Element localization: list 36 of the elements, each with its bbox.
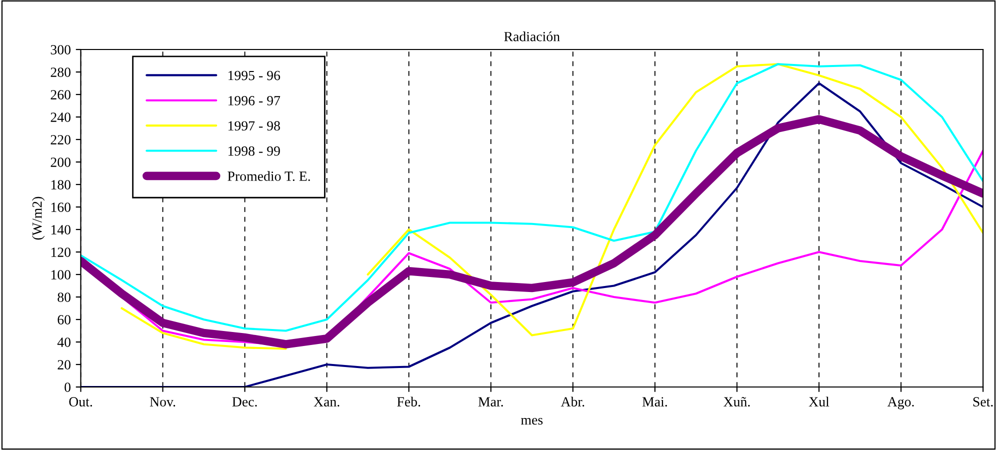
x-tick-label: Abr. [560, 396, 584, 407]
y-tick-label: 40 [57, 338, 71, 347]
y-tick-label: 280 [50, 68, 71, 77]
legend-label: 1997 - 98 [228, 121, 280, 131]
y-tick-label: 120 [51, 248, 71, 257]
legend-label: 1998 - 99 [228, 146, 280, 156]
x-axis-title: mes [521, 418, 543, 425]
y-tick-label: 140 [51, 225, 71, 234]
x-tick-label: Ago. [887, 397, 914, 410]
y-tick-label: 220 [50, 135, 71, 144]
x-tick-label: Feb. [397, 396, 420, 407]
y-tick-label: 200 [50, 158, 71, 167]
x-tick-label: Set. [973, 397, 993, 407]
y-tick-label: 20 [58, 360, 71, 370]
x-tick-label: Nov. [150, 397, 176, 407]
y-tick-label: 240 [50, 112, 71, 122]
y-tick-label: 300 [50, 45, 71, 54]
x-tick-label: Out. [69, 397, 92, 407]
y-tick-label: 180 [51, 180, 71, 190]
y-tick-label: 0 [64, 382, 71, 392]
y-tick-label: 60 [58, 315, 71, 324]
y-tick-label: 80 [58, 292, 71, 302]
chart-title: Radiación [504, 32, 560, 42]
x-tick-label: Xuñ. [724, 397, 750, 407]
x-tick-label: Xul [808, 396, 830, 406]
y-tick-label: 100 [51, 270, 71, 280]
y-tick-label: 160 [51, 202, 71, 212]
x-tick-label: Xan. [314, 397, 340, 407]
y-tick-label: 260 [50, 90, 71, 100]
x-tick-label: Dec. [232, 397, 257, 407]
legend-label: Promedio T. E. [228, 171, 310, 181]
y-axis-title: (W/m2) [32, 196, 45, 240]
legend-label: 1996 - 97 [228, 96, 280, 106]
x-tick-label: Mai. [642, 397, 667, 407]
x-tick-label: Mar. [478, 397, 503, 407]
legend-label: 1995 - 96 [228, 70, 280, 80]
